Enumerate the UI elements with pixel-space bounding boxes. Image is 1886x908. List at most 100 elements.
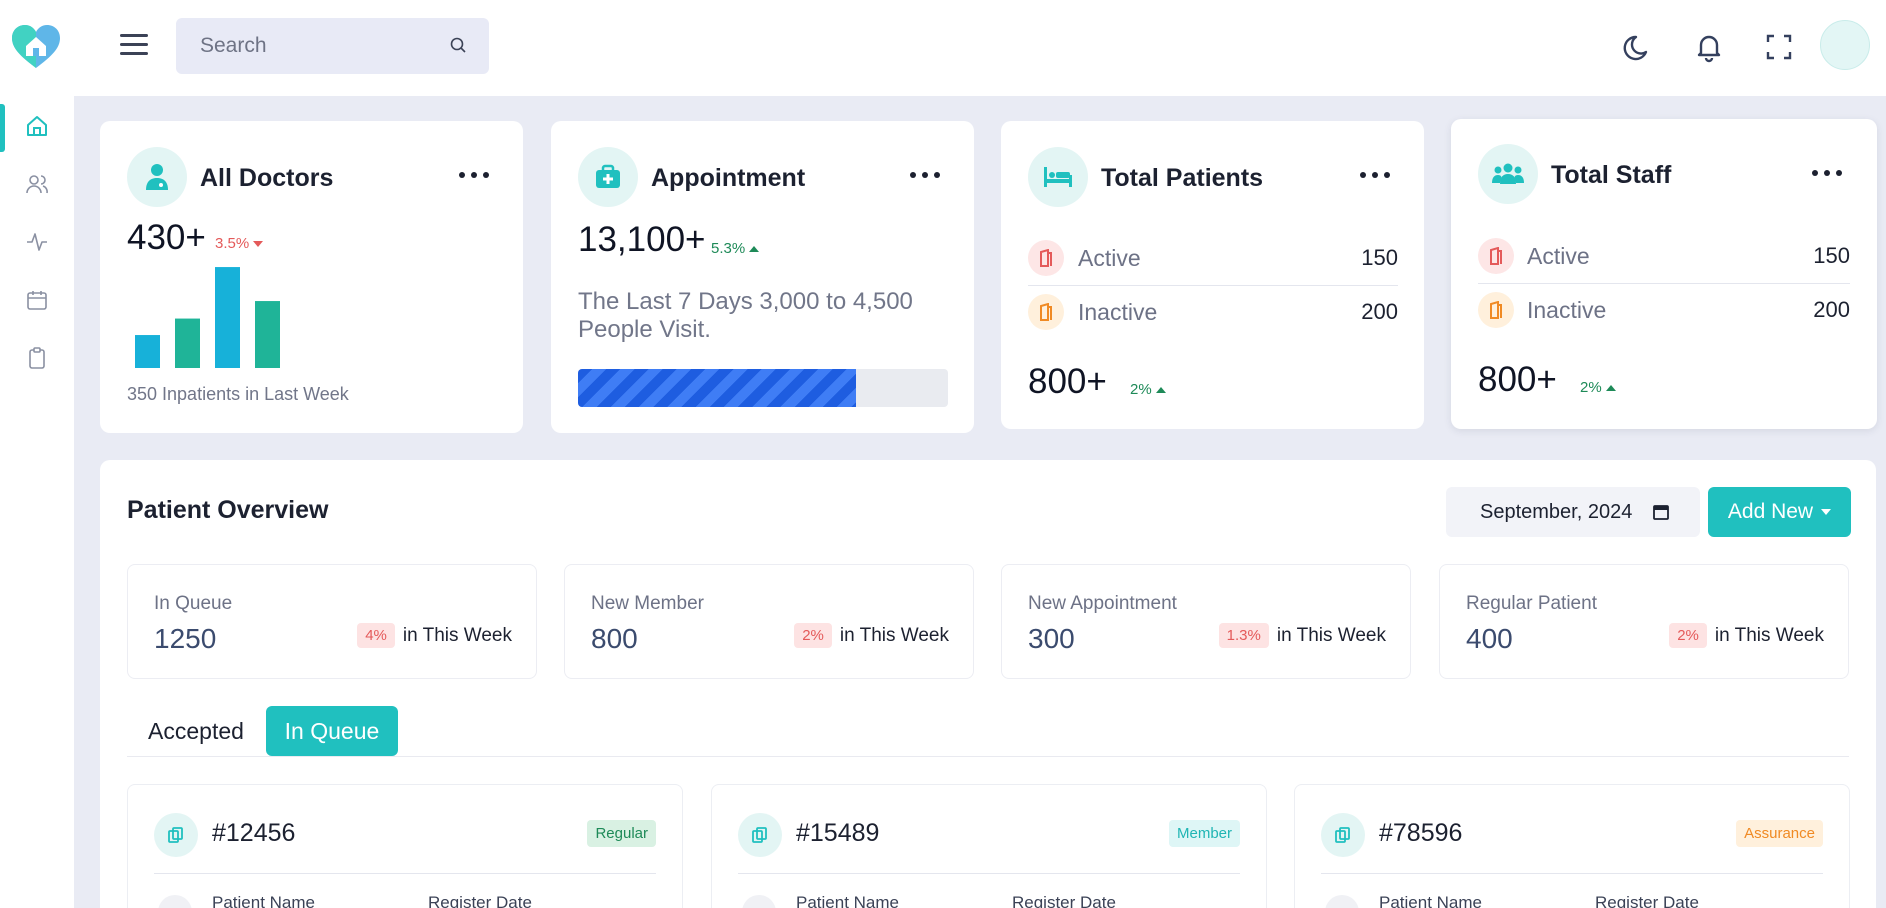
date-value: September, 2024 [1480, 500, 1633, 523]
sidebar-item-calendar[interactable] [0, 274, 74, 326]
patients-title: Total Patients [1101, 164, 1264, 192]
stat-value: 800 [591, 623, 638, 654]
stat-week: 4% in This Week [357, 623, 512, 648]
copy-icon [154, 813, 198, 857]
patients-active-value: 150 [1361, 245, 1398, 270]
staff-inactive-label: Inactive [1527, 297, 1607, 323]
avatar [1325, 895, 1359, 908]
active-patient-icon [1028, 240, 1064, 276]
doctors-title: All Doctors [200, 164, 334, 192]
appointment-progress-fill [578, 369, 856, 407]
patients-change: 2% [1130, 381, 1166, 398]
copy-icon [738, 813, 782, 857]
patient-name-label: Patient Name [796, 893, 899, 908]
date-picker[interactable]: September, 2024 [1446, 487, 1700, 537]
caret-up-icon [749, 246, 760, 253]
divider [738, 873, 1240, 874]
patient-name-label: Patient Name [212, 893, 315, 908]
tab-divider [127, 756, 1849, 757]
menu-toggle-button[interactable] [120, 34, 152, 60]
moon-icon[interactable] [1622, 30, 1656, 64]
logo-icon[interactable] [10, 24, 62, 70]
avatar [158, 895, 192, 908]
stat-label: New Member [591, 593, 704, 614]
stat-badge: 2% [1669, 623, 1707, 648]
stat-value: 400 [1466, 623, 1513, 654]
patients-change-text: 2% [1130, 381, 1152, 398]
chevron-down-icon [1821, 509, 1832, 515]
patients-more-button[interactable] [1360, 169, 1390, 181]
doctors-bar [175, 318, 200, 368]
caret-up-icon [1155, 387, 1166, 394]
tab-in-queue[interactable]: In Queue [266, 706, 398, 756]
appointment-change: 5.3% [711, 240, 760, 257]
patient-id: #78596 [1379, 819, 1463, 847]
register-date-label: Register Date [428, 893, 532, 908]
patient-tag: Assurance [1736, 820, 1823, 847]
menu-line [120, 34, 148, 37]
stat-label: New Appointment [1028, 593, 1177, 614]
medical-kit-icon [578, 147, 638, 207]
sidebar-item-users[interactable] [0, 158, 74, 210]
staff-inactive-value: 200 [1813, 297, 1850, 322]
stat-label: In Queue [154, 593, 233, 614]
bell-icon[interactable] [1692, 30, 1726, 64]
staff-value: 800+ [1478, 360, 1557, 399]
caret-up-icon [1605, 385, 1616, 392]
avatar [742, 895, 776, 908]
stat-regular-patient: Regular Patient 400 2% in This Week [1439, 564, 1849, 679]
patients-inactive-label: Inactive [1078, 299, 1158, 325]
tab-accepted[interactable]: Accepted [148, 717, 244, 744]
appointment-title: Appointment [651, 164, 806, 192]
register-date-label: Register Date [1595, 893, 1699, 908]
stat-week: 2% in This Week [794, 623, 949, 648]
sidebar [0, 96, 74, 908]
patient-card[interactable]: #12456 Regular Patient Name Register Dat… [127, 784, 683, 908]
search-box [176, 18, 489, 74]
sidebar-item-activity[interactable] [0, 216, 74, 268]
divider [1478, 283, 1850, 284]
patients-value: 800+ [1028, 362, 1107, 401]
sidebar-item-home[interactable] [0, 100, 74, 152]
overview-title: Patient Overview [127, 496, 329, 524]
home-icon [27, 116, 47, 136]
appointment-progress-bar [578, 369, 948, 407]
stat-label: Regular Patient [1466, 593, 1597, 614]
search-input[interactable] [200, 34, 430, 58]
appointment-more-button[interactable] [910, 169, 940, 181]
stat-week-text: in This Week [1714, 624, 1824, 646]
top-bar [0, 0, 1886, 96]
inactive-staff-icon [1478, 292, 1514, 328]
doctors-bar-chart [135, 267, 280, 368]
search-icon[interactable] [449, 36, 467, 54]
doctors-value: 430+ [127, 218, 206, 257]
doctors-bar [215, 267, 240, 368]
doctors-change-text: 3.5% [215, 235, 250, 252]
patient-card[interactable]: #15489 Member Patient Name Register Date [711, 784, 1267, 908]
staff-change: 2% [1580, 379, 1616, 396]
staff-group-icon [1478, 144, 1538, 204]
doctors-bar [135, 335, 160, 368]
stat-week-text: in This Week [402, 624, 512, 646]
add-new-label: Add New [1727, 500, 1814, 523]
patient-card[interactable]: #78596 Assurance Patient Name Register D… [1294, 784, 1850, 908]
stat-value: 1250 [154, 623, 217, 654]
divider [154, 873, 656, 874]
doctors-footer: 350 Inpatients in Last Week [127, 384, 349, 404]
avatar[interactable] [1820, 20, 1870, 70]
stat-badge: 4% [357, 623, 395, 648]
staff-active-value: 150 [1813, 243, 1850, 268]
patient-tag: Member [1168, 820, 1240, 847]
doctors-more-button[interactable] [459, 169, 489, 181]
stat-new-member: New Member 800 2% in This Week [564, 564, 974, 679]
fullscreen-icon[interactable] [1762, 30, 1796, 64]
stat-badge: 1.3% [1218, 623, 1269, 648]
caret-down-icon [253, 241, 264, 248]
stat-week-text: in This Week [1276, 624, 1386, 646]
staff-more-button[interactable] [1812, 167, 1842, 179]
doctors-bar [255, 301, 280, 368]
add-new-button[interactable]: Add New [1708, 487, 1851, 537]
sidebar-item-clipboard[interactable] [0, 332, 74, 384]
appointment-change-text: 5.3% [711, 240, 746, 257]
stat-week-text: in This Week [839, 624, 949, 646]
